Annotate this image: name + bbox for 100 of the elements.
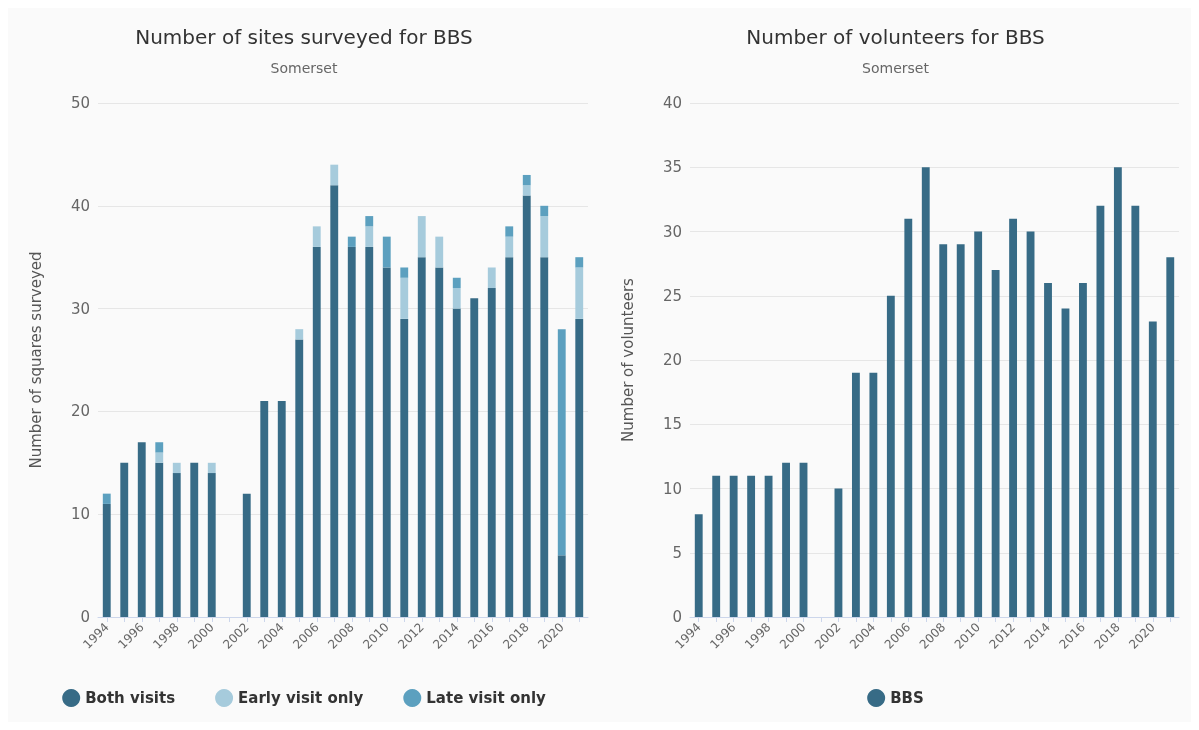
bar xyxy=(540,205,549,217)
bar xyxy=(260,401,269,617)
bar xyxy=(207,473,216,617)
bar xyxy=(120,462,129,617)
bar xyxy=(102,503,111,617)
bar xyxy=(557,329,566,556)
bar xyxy=(400,318,409,617)
bar xyxy=(557,555,566,617)
bar xyxy=(505,257,514,617)
bar xyxy=(295,339,304,617)
bar xyxy=(242,493,251,617)
bar xyxy=(155,452,164,463)
y-tick-label: 20 xyxy=(662,351,682,369)
bar xyxy=(435,267,444,617)
bar xyxy=(851,372,860,617)
legend-label: Late visit only xyxy=(426,689,547,707)
bar xyxy=(102,493,111,504)
y-tick-label: 40 xyxy=(70,196,90,215)
bar xyxy=(505,236,514,258)
bar xyxy=(417,216,426,258)
bar xyxy=(417,257,426,617)
bar xyxy=(312,226,321,247)
bar xyxy=(435,236,444,268)
bar xyxy=(172,473,181,617)
bar xyxy=(347,246,356,617)
bar xyxy=(295,329,304,340)
bar xyxy=(330,164,339,186)
chart-title: Number of sites surveyed for BBS xyxy=(135,25,473,49)
y-tick-label: 10 xyxy=(662,479,682,498)
y-tick-label: 15 xyxy=(662,415,682,434)
bar xyxy=(347,236,356,247)
bar xyxy=(782,462,790,617)
bar xyxy=(991,270,1000,617)
bar xyxy=(505,226,514,237)
bar xyxy=(365,216,374,227)
bar xyxy=(886,295,895,617)
y-tick-label: 30 xyxy=(70,299,90,318)
y-tick-label: 0 xyxy=(672,608,682,626)
bar xyxy=(452,288,461,309)
bar xyxy=(1096,205,1105,617)
y-tick-label: 0 xyxy=(80,608,90,626)
bar xyxy=(1113,167,1122,617)
y-tick-label: 25 xyxy=(662,286,682,305)
bar xyxy=(207,462,216,474)
bar xyxy=(869,372,878,617)
bar xyxy=(974,231,983,617)
chart-subtitle: Somerset xyxy=(862,60,930,76)
y-axis-title: Number of squares surveyed xyxy=(26,251,45,469)
bar xyxy=(747,475,756,617)
bar xyxy=(400,267,409,278)
bar xyxy=(939,244,948,617)
y-tick-label: 30 xyxy=(662,222,682,241)
bar xyxy=(904,218,913,617)
bar xyxy=(921,167,930,617)
bar xyxy=(1044,282,1052,617)
bar xyxy=(540,216,549,258)
bar xyxy=(330,185,339,617)
bar xyxy=(575,257,584,268)
bar xyxy=(540,257,549,617)
bar xyxy=(729,475,738,617)
bar xyxy=(312,246,321,617)
bar xyxy=(522,174,531,186)
y-tick-label: 35 xyxy=(662,158,682,177)
bar xyxy=(155,442,164,453)
legend-label: BBS xyxy=(890,689,924,707)
bar xyxy=(1148,321,1157,617)
bar xyxy=(1009,218,1018,617)
bar xyxy=(694,514,703,617)
bar xyxy=(575,267,584,319)
bar xyxy=(382,267,391,617)
bar xyxy=(712,475,721,617)
bar xyxy=(277,401,286,617)
bar xyxy=(470,298,479,617)
bar xyxy=(1166,257,1175,617)
bar xyxy=(575,318,584,617)
y-tick-label: 40 xyxy=(662,94,682,112)
bar xyxy=(452,308,461,617)
bar xyxy=(382,236,391,268)
bar xyxy=(452,277,461,289)
bar xyxy=(155,462,164,617)
bar xyxy=(1079,282,1087,617)
bar xyxy=(487,288,496,617)
bar xyxy=(487,267,496,289)
bar xyxy=(365,226,374,247)
y-tick-label: 10 xyxy=(70,505,90,524)
legend-label: Early visit only xyxy=(238,689,364,707)
chart-title: Number of volunteers for BBS xyxy=(746,25,1045,49)
bar xyxy=(365,246,374,617)
bar xyxy=(522,185,531,196)
y-tick-label: 20 xyxy=(70,402,90,421)
y-tick-label: 50 xyxy=(70,94,90,112)
bar xyxy=(400,277,409,319)
chart-subtitle: Somerset xyxy=(270,60,338,76)
bar xyxy=(764,475,773,617)
legend-label: Both visits xyxy=(85,689,176,707)
bar xyxy=(172,462,181,474)
y-axis-title: Number of volunteers xyxy=(618,277,637,442)
bar xyxy=(137,442,146,617)
bar xyxy=(956,244,965,617)
bar xyxy=(190,462,199,617)
